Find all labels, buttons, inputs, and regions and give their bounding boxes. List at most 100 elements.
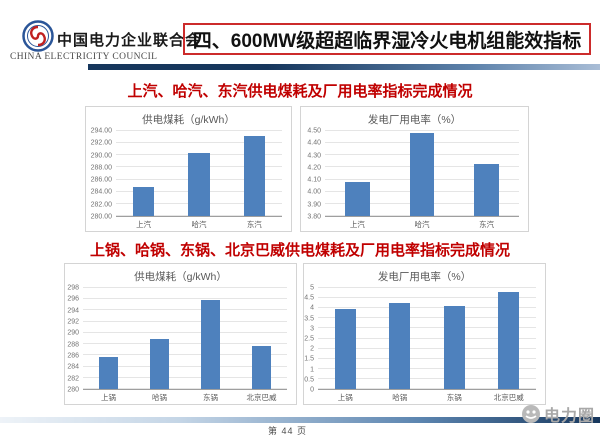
gridline [83, 298, 287, 300]
bar-slot [427, 288, 482, 389]
y-axis-labels: 294.00 292.00 290.00 288.00 286.00 284.00 282.… [86, 127, 116, 221]
y-axis-tick-label: 5 [310, 284, 314, 292]
x-axis-category-label: 北京巴威 [246, 392, 277, 402]
x-axis-category-label: 哈汽 [414, 219, 430, 229]
watermark-label: 电力圈 [543, 408, 595, 425]
footer-divider [0, 417, 600, 423]
y-axis-tick-label: 1 [310, 366, 314, 374]
subtitle-turbine-row: 上汽、哈汽、东汽供电煤耗及厂用电率指标完成情况 [127, 83, 473, 100]
y-axis-tick-label: 290.00 [90, 152, 112, 160]
gridline [116, 130, 282, 131]
y-axis-tick-label: 2 [310, 345, 314, 353]
bars-group [325, 131, 519, 216]
subtitle-boiler-row: 上锅、哈锅、东锅、北京巴威供电煤耗及厂用电率指标完成情况 [89, 242, 510, 259]
gridline [318, 357, 536, 359]
y-axis-tick-label: 280 [67, 386, 79, 394]
bar-哈锅 [149, 338, 170, 389]
y-axis-tick-label: 3.5 [304, 315, 314, 323]
gridline [83, 354, 287, 356]
y-axis-tick-label: 1.5 [304, 355, 314, 363]
x-axis-category-label: 北京巴威 [493, 392, 524, 402]
gridline [325, 130, 519, 131]
gridline [83, 376, 287, 378]
bar-哈锅 [389, 303, 411, 389]
y-axis-tick-label: 3 [310, 325, 314, 333]
y-axis-tick-label: 4.30 [307, 152, 321, 160]
plot-area [325, 130, 519, 217]
gridline [83, 309, 287, 311]
bar-slot [373, 288, 428, 389]
page-number: 第 44 页 [268, 426, 308, 436]
bar-北京巴威 [498, 292, 520, 389]
watermark: 电力圈 [521, 402, 595, 426]
bar-slot [454, 131, 519, 216]
bar-slot [185, 288, 236, 389]
x-axis-category-label: 哈锅 [392, 392, 408, 402]
y-axis-tick-label: 4.20 [307, 164, 321, 172]
y-axis-tick-label: 0.5 [304, 376, 314, 384]
gridline [318, 388, 536, 389]
gridline [318, 377, 536, 379]
plot-row: 294.00 292.00 290.00 288.00 286.00 284.00 282.… [86, 127, 291, 221]
y-axis-tick-label: 286 [67, 352, 79, 360]
slide-header: 中国电力企业联合会 CHINA ELECTRICITY COUNCIL 四、60… [0, 0, 600, 70]
chart-title: 供电煤耗（g/kWh） [134, 271, 227, 283]
bar-东汽 [243, 135, 265, 216]
gridline [318, 337, 536, 339]
y-axis-tick-label: 4.5 [304, 294, 314, 302]
gridline [116, 142, 282, 144]
y-axis-tick-label: 2.5 [304, 335, 314, 343]
gridline [83, 287, 287, 288]
y-axis-tick-label: 4 [310, 304, 314, 312]
bar-slot [325, 131, 390, 216]
x-axis-category-label: 东汽 [246, 219, 262, 229]
x-axis-labels: 上锅 哈锅 东锅 北京巴威 [318, 392, 536, 403]
bar-上汽 [133, 187, 155, 216]
y-axis-tick-label: 298 [67, 284, 79, 292]
y-axis-tick-label: 0 [310, 386, 314, 394]
bars-group [318, 288, 536, 389]
bar-slot [83, 288, 134, 389]
chart-title: 发电厂用电率（%） [377, 271, 472, 283]
y-axis-tick-label: 288 [67, 341, 79, 349]
plot-area [318, 287, 536, 390]
gridline [83, 388, 287, 389]
power-circle-logo-icon [521, 405, 540, 423]
y-axis-tick-label: 4.50 [307, 127, 321, 135]
y-axis-tick-label: 294 [67, 307, 79, 315]
y-axis-tick-label: 294.00 [90, 127, 112, 135]
chart-title: 发电厂用电率（%） [367, 114, 462, 126]
chart-title: 供电煤耗（g/kWh） [142, 114, 235, 126]
x-axis-row: 上汽 哈汽 东汽 [86, 217, 291, 231]
y-axis-tick-label: 4.40 [307, 139, 321, 147]
gridline [318, 307, 536, 309]
bar-哈汽 [409, 133, 435, 216]
bar-东锅 [200, 300, 221, 389]
bar-上汽 [345, 182, 370, 216]
header-divider [88, 64, 600, 70]
x-axis-category-label: 东汽 [479, 219, 495, 229]
bar-slot [134, 288, 185, 389]
chart-plant-power-rate-turbines: 发电厂用电率（%） 4.50 4.40 4.30 4.20 4.10 4.00 3.90 3.… [300, 106, 529, 232]
x-axis-row: 上锅 哈锅 东锅 北京巴威 [65, 390, 296, 404]
bar-slot [236, 288, 287, 389]
x-axis-category-label: 上汽 [136, 219, 152, 229]
y-axis-tick-label: 296 [67, 295, 79, 303]
y-axis-tick-label: 292 [67, 318, 79, 326]
gridline [83, 331, 287, 333]
y-axis-labels: 4.50 4.40 4.30 4.20 4.10 4.00 3.90 3.80 [301, 127, 325, 221]
y-axis-tick-label: 288.00 [90, 164, 112, 172]
bar-上锅 [98, 357, 119, 389]
y-axis-tick-label: 4.10 [307, 176, 321, 184]
bars-group [83, 288, 287, 389]
y-axis-labels: 298 296 294 292 290 288 286 284 282 280 [65, 284, 83, 394]
slide-title: 四、600MW级超超临界湿冷火电机组能效指标 [192, 30, 582, 52]
cec-logo-icon [22, 20, 54, 52]
x-axis-category-label: 东锅 [446, 392, 462, 402]
slide-title-box: 四、600MW级超超临界湿冷火电机组能效指标 [183, 23, 591, 55]
y-axis-tick-label: 4.00 [307, 188, 321, 196]
x-axis-labels: 上汽 哈汽 东汽 [325, 219, 519, 230]
x-axis-row: 上锅 哈锅 东锅 北京巴威 [304, 390, 545, 404]
bar-北京巴威 [251, 345, 272, 389]
y-axis-tick-label: 286.00 [90, 176, 112, 184]
